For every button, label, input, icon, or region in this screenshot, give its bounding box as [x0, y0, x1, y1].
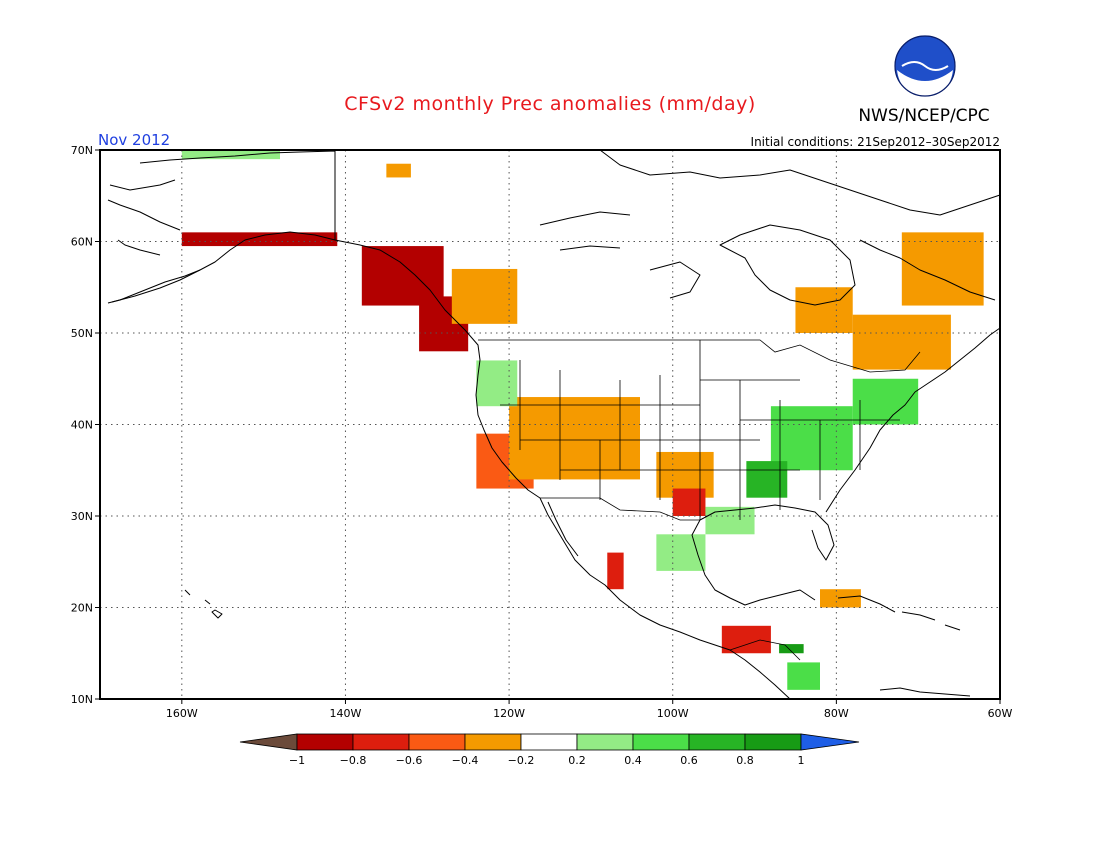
anomaly-layer [181, 150, 984, 690]
anomaly-mexico-west [607, 552, 624, 590]
anomaly-ohio-valley [770, 406, 853, 471]
lon-tick-label: 60W [988, 707, 1013, 720]
lon-tick-label: 160W [166, 707, 198, 720]
anomaly-deep-south [746, 461, 788, 498]
axis-ticks: 70N 60N 50N 40N 30N 20N 10N 160W 140W 120W 100W 80W… [71, 144, 1013, 720]
colorbar-label: 0.6 [680, 754, 698, 767]
colorbar-arrow-low [239, 733, 298, 751]
colorbar: −1 −0.8 −0.6 −0.4 −0.2 0.2 0.4 0.6 0.8 1 [239, 733, 860, 767]
colorbar-arrow-high [800, 733, 860, 751]
anomaly-hudson-bay-south [795, 287, 853, 333]
colorbar-label: −0.2 [508, 754, 535, 767]
colorbar-label: −1 [289, 754, 305, 767]
colorbar-swatch [296, 733, 354, 751]
anomaly-yukon [386, 163, 411, 178]
colorbar-swatch [408, 733, 466, 751]
anomaly-bc-interior [451, 268, 518, 324]
figure-title: CFSv2 monthly Prec anomalies (mm/day) [344, 93, 756, 115]
lon-tick-label: 80W [824, 707, 849, 720]
anomaly-cuba [820, 589, 861, 608]
anomaly-honduras [779, 644, 804, 654]
colorbar-label: 0.2 [568, 754, 586, 767]
colorbar-label: −0.8 [340, 754, 367, 767]
lat-tick-label: 30N [71, 510, 93, 523]
colorbar-swatch [744, 733, 802, 751]
anomaly-gulf-coast [705, 506, 755, 535]
colorbar-swatch [688, 733, 746, 751]
anomaly-quebec [852, 314, 951, 370]
noaa-logo [894, 35, 956, 97]
colorbar-swatch [464, 733, 522, 751]
lat-tick-label: 20N [71, 602, 93, 615]
anomaly-labrador [901, 232, 984, 306]
agency-label: NWS/NCEP/CPC [858, 106, 989, 126]
initial-conditions-label: Initial conditions: 21Sep2012–30Sep2012 [751, 135, 1000, 149]
anomaly-alaska-north-slope [181, 150, 280, 160]
colorbar-label: −0.6 [396, 754, 423, 767]
anomaly-texas [672, 488, 706, 516]
anomaly-alaska-southeast [361, 246, 444, 306]
colorbar-swatch [520, 733, 578, 751]
lat-tick-label: 40N [71, 419, 93, 432]
anomaly-mexico-central [656, 534, 706, 571]
anomaly-central-america [721, 625, 771, 654]
lat-tick-label: 50N [71, 327, 93, 340]
valid-month-label: Nov 2012 [98, 131, 170, 149]
lon-tick-label: 120W [493, 707, 525, 720]
anomaly-alaska-south-coast [181, 232, 338, 247]
colorbar-label: 1 [798, 754, 805, 767]
lat-tick-label: 60N [71, 236, 93, 249]
political-boundaries [334, 151, 921, 661]
colorbar-label: −0.4 [452, 754, 479, 767]
colorbar-swatch [632, 733, 690, 751]
lat-tick-label: 10N [71, 693, 93, 706]
coastlines [107, 149, 1001, 700]
lat-tick-label: 70N [71, 144, 93, 157]
graticule [100, 150, 1000, 699]
anomaly-pacific-northwest [476, 360, 518, 407]
colorbar-swatch [352, 733, 410, 751]
map-area: 70N 60N 50N 40N 30N 20N 10N 160W 140W 120W 100W 80W… [71, 144, 1013, 720]
lon-tick-label: 140W [330, 707, 362, 720]
anomaly-central-america-south [787, 662, 820, 690]
colorbar-label: 0.4 [624, 754, 642, 767]
colorbar-swatch [576, 733, 634, 751]
colorbar-label: 0.8 [736, 754, 754, 767]
anomaly-great-basin [509, 397, 640, 480]
lon-tick-label: 100W [657, 707, 689, 720]
anomaly-northeast [852, 378, 919, 425]
